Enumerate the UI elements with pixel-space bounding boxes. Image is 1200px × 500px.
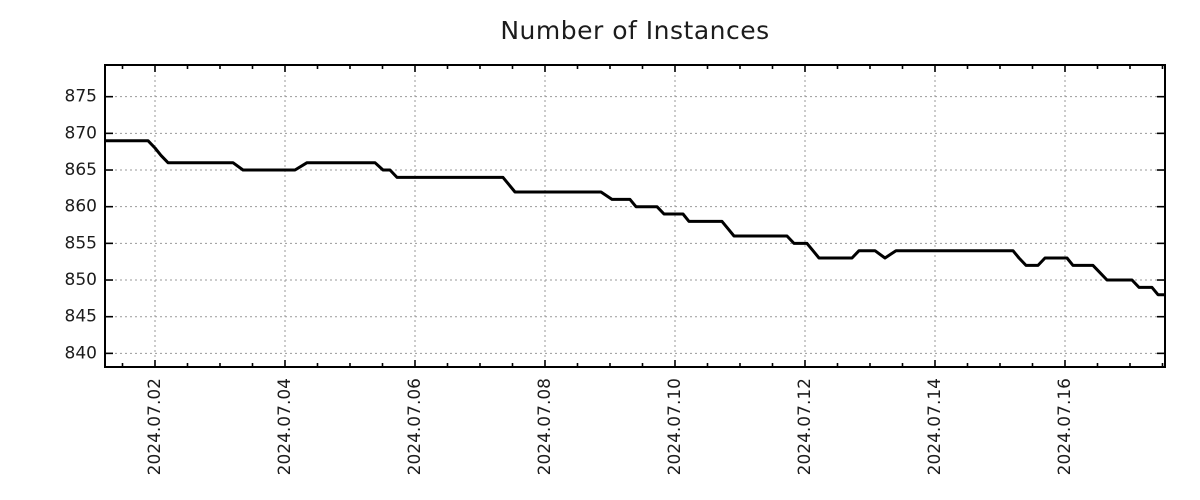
- y-tick-label: 855: [65, 233, 97, 253]
- tick-marks: [105, 65, 1165, 367]
- x-tick-label: 2024.07.02: [145, 378, 165, 475]
- x-tick-label: 2024.07.04: [275, 378, 295, 475]
- y-tick-label: 865: [65, 160, 97, 180]
- chart-title: Number of Instances: [500, 16, 770, 45]
- y-tick-label: 875: [65, 87, 97, 107]
- x-tick-label: 2024.07.06: [405, 378, 425, 475]
- series-line: [105, 139, 1165, 297]
- x-tick-label: 2024.07.12: [795, 378, 815, 475]
- plot-border: [104, 64, 1166, 368]
- x-tick-label: 2024.07.16: [1055, 378, 1075, 475]
- y-tick-label: 870: [65, 123, 97, 143]
- y-tick-label: 845: [65, 307, 97, 327]
- axis-labels: 840 845 850 855 860 865 870 875 2024.07.02 2024.0…: [65, 87, 1075, 476]
- x-tick-label: 2024.07.10: [665, 378, 685, 475]
- gridlines: [105, 65, 1165, 367]
- y-tick-label: 850: [65, 270, 97, 290]
- y-tick-label: 840: [65, 343, 97, 363]
- x-tick-label: 2024.07.14: [925, 378, 945, 475]
- x-tick-label: 2024.07.08: [535, 378, 555, 475]
- y-tick-label: 860: [65, 197, 97, 217]
